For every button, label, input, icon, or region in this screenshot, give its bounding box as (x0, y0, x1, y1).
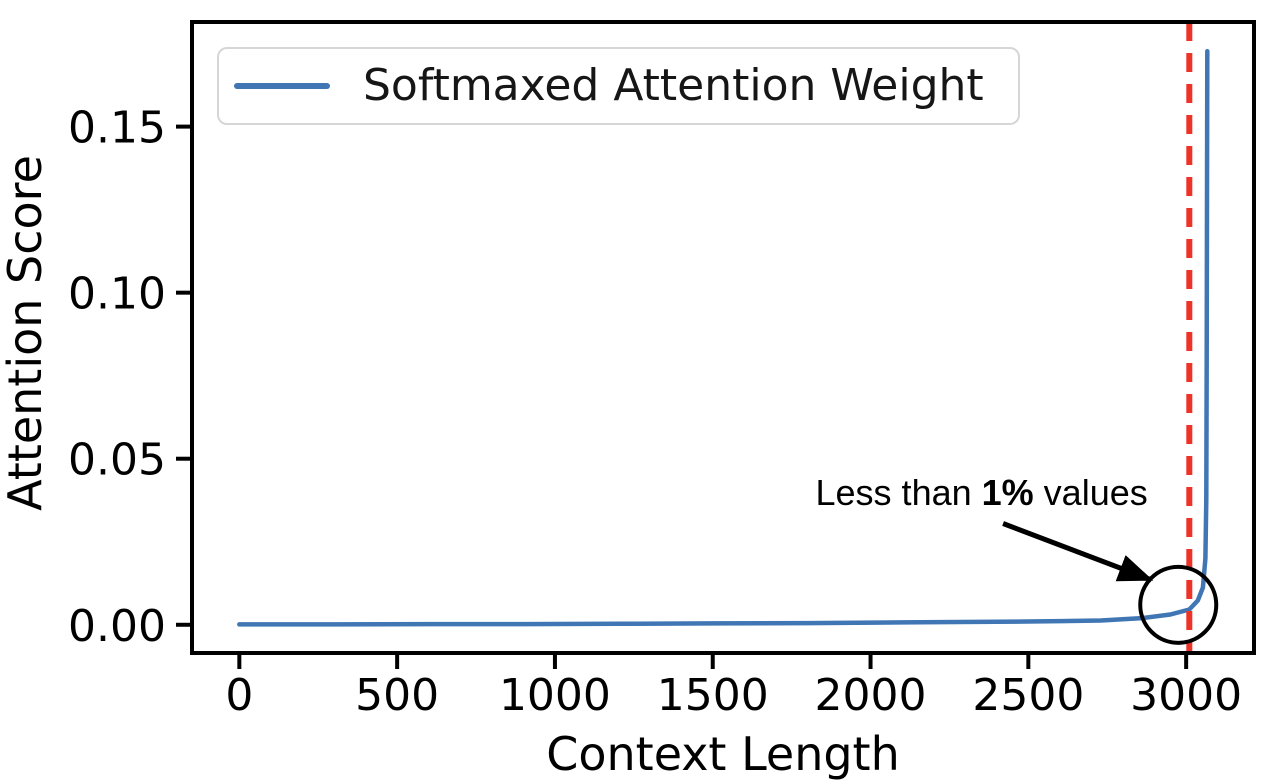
series-line (237, 48, 1210, 627)
y-tick-label: 0.10 (68, 269, 166, 320)
x-tick-label: 2500 (972, 670, 1084, 721)
legend-label: Softmaxed Attention Weight (363, 60, 984, 111)
x-tick-label: 2000 (815, 670, 927, 721)
annotation-text: Less than 1% values (816, 472, 1148, 513)
y-axis-label: Attention Score (0, 155, 52, 511)
y-tick-label: 0.05 (68, 435, 166, 486)
annotation-arrow (1002, 521, 1154, 583)
legend: Softmaxed Attention Weight (217, 47, 1020, 125)
x-tick-label: 500 (355, 670, 439, 721)
x-tick-label: 0 (225, 670, 253, 721)
x-tick-label: 3000 (1130, 670, 1242, 721)
y-tick-label: 0.15 (68, 103, 166, 154)
annotation-circle (1138, 564, 1219, 645)
x-tick-label: 1500 (657, 670, 769, 721)
x-axis-label: Context Length (546, 727, 900, 781)
x-tick-label: 1000 (499, 670, 611, 721)
y-tick-label: 0.00 (68, 601, 166, 652)
legend-line-sample (234, 83, 330, 89)
plot-border (190, 20, 1256, 655)
